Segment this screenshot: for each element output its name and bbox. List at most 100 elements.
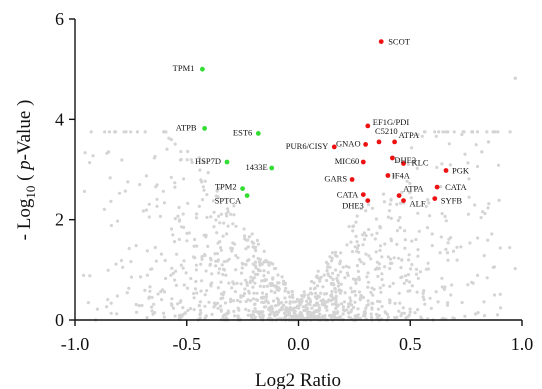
background-point xyxy=(253,307,257,311)
background-point xyxy=(219,248,223,252)
background-point xyxy=(364,234,368,238)
background-point xyxy=(192,296,196,300)
background-point xyxy=(198,168,202,172)
background-point xyxy=(449,293,453,297)
background-point xyxy=(279,306,284,310)
background-point xyxy=(86,301,90,305)
background-point xyxy=(121,265,125,269)
background-point xyxy=(352,305,356,310)
background-point xyxy=(309,291,313,295)
background-point xyxy=(455,258,459,262)
background-point xyxy=(359,207,363,211)
background-point xyxy=(313,309,318,313)
background-point xyxy=(358,298,362,302)
point-label: ATPA xyxy=(399,130,420,140)
background-point xyxy=(315,297,319,301)
background-point xyxy=(369,312,373,316)
background-point xyxy=(167,136,171,140)
background-point xyxy=(239,271,244,275)
background-point xyxy=(109,311,113,315)
background-point xyxy=(356,269,360,273)
background-point xyxy=(177,237,181,241)
background-point xyxy=(381,283,385,287)
background-point xyxy=(215,252,219,256)
background-point xyxy=(338,291,342,295)
background-point xyxy=(293,309,297,313)
background-point xyxy=(330,289,334,294)
background-point xyxy=(247,289,251,293)
background-point xyxy=(338,270,343,274)
background-point xyxy=(440,212,444,216)
background-point xyxy=(162,130,166,134)
y-axis-title: - Log10 ( p-Value ) xyxy=(14,100,38,241)
background-point xyxy=(397,309,401,313)
background-point xyxy=(496,130,500,134)
background-point xyxy=(476,311,480,315)
background-point xyxy=(250,232,254,236)
background-point xyxy=(499,306,503,310)
background-point xyxy=(452,130,456,134)
background-point xyxy=(172,240,177,244)
x-axis-title: Log2 Ratio xyxy=(255,370,341,389)
background-point xyxy=(260,300,264,304)
background-point xyxy=(222,221,226,225)
background-point xyxy=(246,245,250,249)
background-point xyxy=(217,186,221,191)
background-point xyxy=(378,244,383,248)
background-point xyxy=(252,291,256,295)
background-point xyxy=(407,253,411,257)
background-point xyxy=(215,231,219,235)
background-point xyxy=(426,261,430,265)
background-point xyxy=(355,249,359,253)
background-point xyxy=(335,276,339,281)
background-point xyxy=(88,274,92,278)
background-point xyxy=(375,266,379,270)
background-point xyxy=(483,211,487,216)
background-point xyxy=(388,257,393,261)
background-point xyxy=(221,314,225,318)
background-point xyxy=(376,274,380,278)
background-point xyxy=(274,310,279,314)
background-point xyxy=(439,235,443,239)
background-point xyxy=(335,311,339,315)
background-point xyxy=(326,262,330,266)
background-point xyxy=(263,279,267,283)
background-point xyxy=(386,315,390,319)
background-point xyxy=(178,158,183,162)
y-axis-title-subscript: 10 xyxy=(23,186,38,199)
background-point xyxy=(353,293,358,297)
background-point xyxy=(435,165,439,169)
point-label: DHE3 xyxy=(342,201,364,211)
background-point xyxy=(366,280,371,284)
background-point xyxy=(317,309,321,313)
background-point xyxy=(232,204,236,208)
background-point xyxy=(195,244,199,248)
point-up-gnao xyxy=(363,142,368,147)
point-up-scot xyxy=(378,39,384,44)
background-point xyxy=(275,296,279,301)
background-point xyxy=(291,295,295,300)
background-point xyxy=(382,200,386,204)
background-point xyxy=(249,275,253,279)
background-point xyxy=(256,267,260,272)
background-point xyxy=(446,258,450,262)
background-point xyxy=(446,241,450,245)
background-point xyxy=(91,154,95,158)
background-point xyxy=(354,281,358,285)
background-point xyxy=(378,286,382,290)
background-point xyxy=(221,272,225,277)
background-point xyxy=(189,276,193,281)
background-point xyxy=(331,282,335,286)
background-point xyxy=(298,316,302,320)
background-point xyxy=(462,130,466,134)
point-label: GNAO xyxy=(336,138,361,148)
background-point xyxy=(364,209,368,213)
background-point xyxy=(415,166,419,170)
point-label: IF4A xyxy=(392,171,411,181)
background-point xyxy=(292,306,296,310)
background-point xyxy=(291,315,295,319)
point-down-tpm2 xyxy=(240,186,246,192)
background-point xyxy=(194,216,199,220)
background-point xyxy=(141,209,145,213)
